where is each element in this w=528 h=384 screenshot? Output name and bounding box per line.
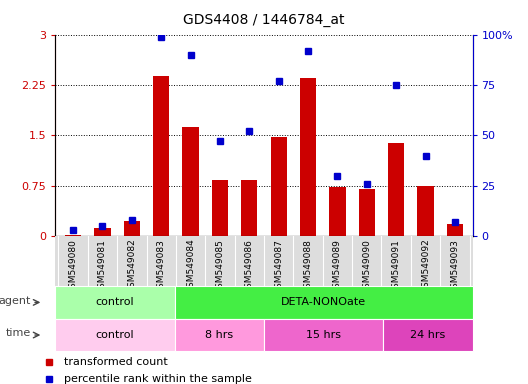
Text: GSM549088: GSM549088: [304, 239, 313, 293]
Bar: [241, 180, 257, 236]
Text: 24 hrs: 24 hrs: [410, 330, 446, 340]
Text: GSM549084: GSM549084: [186, 239, 195, 293]
Bar: [153, 76, 169, 236]
Bar: [124, 221, 140, 236]
Text: control: control: [96, 330, 134, 340]
Text: GSM549093: GSM549093: [450, 239, 459, 293]
Text: GSM549089: GSM549089: [333, 239, 342, 293]
Text: control: control: [96, 297, 134, 308]
Bar: [300, 78, 316, 236]
Bar: [183, 127, 199, 236]
Text: transformed count: transformed count: [64, 357, 168, 367]
Bar: [264, 319, 383, 351]
Text: GSM549085: GSM549085: [215, 239, 224, 293]
Bar: [329, 187, 345, 236]
Text: GSM549081: GSM549081: [98, 239, 107, 293]
Text: GSM549082: GSM549082: [127, 239, 136, 293]
Bar: [175, 286, 473, 319]
Text: 15 hrs: 15 hrs: [306, 330, 341, 340]
Bar: [447, 224, 463, 236]
Text: GDS4408 / 1446784_at: GDS4408 / 1446784_at: [183, 13, 345, 27]
Bar: [271, 137, 287, 236]
Bar: [55, 236, 473, 286]
Bar: [55, 286, 175, 319]
Text: DETA-NONOate: DETA-NONOate: [281, 297, 366, 308]
Text: GSM549091: GSM549091: [392, 239, 401, 293]
Bar: [388, 144, 404, 236]
Text: GSM549092: GSM549092: [421, 239, 430, 293]
Text: GSM549080: GSM549080: [69, 239, 78, 293]
Text: 8 hrs: 8 hrs: [205, 330, 233, 340]
Bar: [418, 186, 433, 236]
Text: GSM549087: GSM549087: [274, 239, 283, 293]
Text: GSM549086: GSM549086: [245, 239, 254, 293]
Bar: [175, 319, 264, 351]
Text: agent: agent: [0, 296, 31, 306]
Text: GSM549090: GSM549090: [362, 239, 371, 293]
Bar: [212, 180, 228, 236]
Bar: [65, 235, 81, 236]
Text: GSM549083: GSM549083: [157, 239, 166, 293]
Bar: [383, 319, 473, 351]
Text: time: time: [5, 328, 31, 338]
Bar: [359, 189, 375, 236]
Bar: [95, 228, 110, 236]
Text: percentile rank within the sample: percentile rank within the sample: [64, 374, 252, 384]
Bar: [55, 319, 175, 351]
